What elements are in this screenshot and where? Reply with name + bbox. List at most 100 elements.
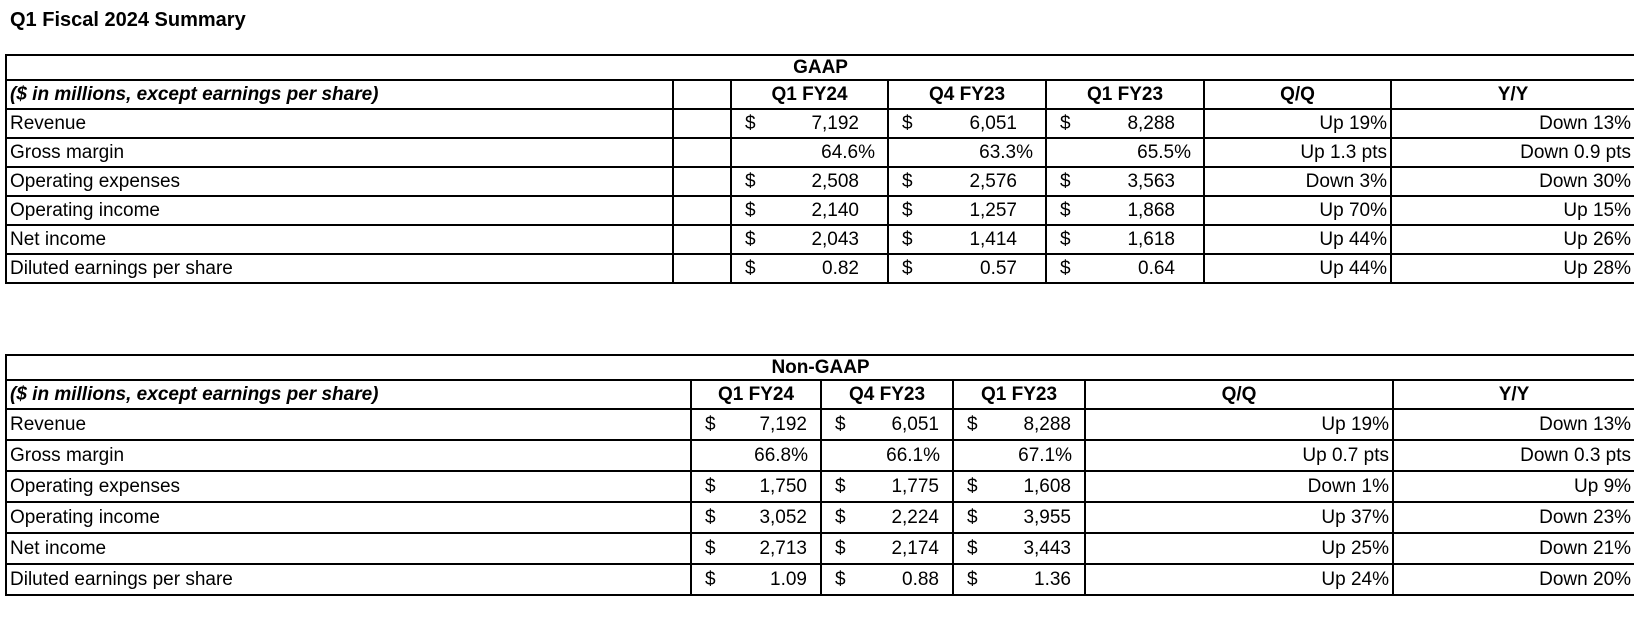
money-cell: $6,051 xyxy=(820,408,954,441)
cell-value: 0.82 xyxy=(822,257,859,279)
money-cell: $1,868 xyxy=(1045,195,1205,226)
money-cell: $1,750 xyxy=(690,470,822,503)
qq-change-cell: Up 19% xyxy=(1084,408,1394,441)
table-title: GAAP xyxy=(4,54,1634,81)
dollar-sign: $ xyxy=(835,537,846,559)
money-cell: $6,051 xyxy=(887,108,1047,139)
dollar-sign: $ xyxy=(902,257,913,279)
row-label: Net income xyxy=(5,532,692,565)
money-cell: $3,563 xyxy=(1045,166,1205,197)
cell-value: 0.88 xyxy=(902,568,939,590)
col-header-yy: Y/Y xyxy=(1389,79,1634,110)
cell-value: 3,563 xyxy=(1127,170,1175,192)
cell-value: 7,192 xyxy=(759,413,807,435)
dollar-sign: $ xyxy=(835,568,846,590)
money-cell: $7,192 xyxy=(730,108,889,139)
dollar-sign: $ xyxy=(835,475,846,497)
dollar-sign: $ xyxy=(1060,112,1071,134)
dollar-sign: $ xyxy=(902,170,913,192)
yy-change-cell: Down 0.9 pts xyxy=(1389,137,1634,168)
money-cell: $2,140 xyxy=(730,195,889,226)
yy-change-cell: Down 13% xyxy=(1389,108,1634,139)
cell-value: 2,508 xyxy=(811,170,859,192)
non-gaap-table: Non-GAAP ($ in millions, except earnings… xyxy=(4,354,1634,596)
cell-value: 3,443 xyxy=(1023,537,1071,559)
yy-change-cell: Up 15% xyxy=(1389,195,1634,226)
col-header-q1fy23: Q1 FY23 xyxy=(952,379,1086,410)
row-label: Operating expenses xyxy=(5,470,692,503)
table-row-gross-margin: Gross margin 66.8% 66.1% 67.1% Up 0.7 pt… xyxy=(5,439,1634,472)
money-cell: $0.57 xyxy=(887,253,1047,284)
dollar-sign: $ xyxy=(967,413,978,435)
table-row-diluted-eps: Diluted earnings per share $1.09 $0.88 $… xyxy=(5,563,1634,596)
percent-cell: 65.5% xyxy=(1045,137,1205,168)
dollar-sign: $ xyxy=(745,112,756,134)
cell-value: 1,750 xyxy=(759,475,807,497)
qq-change-cell: Up 1.3 pts xyxy=(1203,137,1392,168)
cell-value: 0.57 xyxy=(980,257,1017,279)
spacer-cell xyxy=(672,137,732,168)
percent-cell: 66.1% xyxy=(820,439,954,472)
cell-value: 1,257 xyxy=(969,199,1017,221)
col-header-q1fy23: Q1 FY23 xyxy=(1045,79,1205,110)
cell-value: 2,224 xyxy=(891,506,939,528)
percent-cell: 64.6% xyxy=(730,137,889,168)
qq-change-cell: Up 44% xyxy=(1203,253,1392,284)
cell-value: 1,775 xyxy=(891,475,939,497)
qq-change-cell: Up 19% xyxy=(1203,108,1392,139)
col-header-q1fy24: Q1 FY24 xyxy=(690,379,822,410)
table-header-row: ($ in millions, except earnings per shar… xyxy=(5,379,1634,410)
yy-change-cell: Down 30% xyxy=(1389,166,1634,197)
dollar-sign: $ xyxy=(902,199,913,221)
dollar-sign: $ xyxy=(967,475,978,497)
row-label: Operating income xyxy=(5,195,674,226)
money-cell: $1,257 xyxy=(887,195,1047,226)
money-cell: $1,414 xyxy=(887,224,1047,255)
dollar-sign: $ xyxy=(1060,199,1071,221)
money-cell: $1,775 xyxy=(820,470,954,503)
dollar-sign: $ xyxy=(705,506,716,528)
yy-change-cell: Down 0.3 pts xyxy=(1391,439,1634,472)
spacer-cell xyxy=(672,166,732,197)
cell-value: 1,618 xyxy=(1127,228,1175,250)
row-label: Operating expenses xyxy=(5,166,674,197)
cell-value: 8,288 xyxy=(1023,413,1071,435)
dollar-sign: $ xyxy=(705,537,716,559)
spacer-cell xyxy=(672,253,732,284)
money-cell: $3,443 xyxy=(952,532,1086,565)
cell-value: 3,052 xyxy=(759,506,807,528)
dollar-sign: $ xyxy=(1060,170,1071,192)
qq-change-cell: Up 25% xyxy=(1084,532,1394,565)
row-label: Net income xyxy=(5,224,674,255)
money-cell: $2,174 xyxy=(820,532,954,565)
cell-value: 1.09 xyxy=(770,568,807,590)
percent-cell: 67.1% xyxy=(952,439,1086,472)
cell-value: 1,414 xyxy=(969,228,1017,250)
row-label: Diluted earnings per share xyxy=(5,563,692,596)
money-cell: $0.82 xyxy=(730,253,889,284)
money-cell: $2,576 xyxy=(887,166,1047,197)
money-cell: $0.88 xyxy=(820,563,954,596)
table-row-operating-expenses: Operating expenses $2,508 $2,576 $3,563 … xyxy=(5,166,1634,197)
cell-value: 3,955 xyxy=(1023,506,1071,528)
qq-change-cell: Down 3% xyxy=(1203,166,1392,197)
yy-change-cell: Down 21% xyxy=(1391,532,1634,565)
table-row-gross-margin: Gross margin 64.6% 63.3% 65.5% Up 1.3 pt… xyxy=(5,137,1634,168)
money-cell: $1,608 xyxy=(952,470,1086,503)
col-header-q4fy23: Q4 FY23 xyxy=(820,379,954,410)
dollar-sign: $ xyxy=(967,537,978,559)
cell-value: 1.36 xyxy=(1034,568,1071,590)
table-caption-row: GAAP xyxy=(4,54,1634,81)
gaap-table: GAAP ($ in millions, except earnings per… xyxy=(4,54,1634,284)
cell-value: 7,192 xyxy=(811,112,859,134)
dollar-sign: $ xyxy=(835,506,846,528)
qq-change-cell: Up 70% xyxy=(1203,195,1392,226)
dollar-sign: $ xyxy=(745,228,756,250)
dollar-sign: $ xyxy=(967,506,978,528)
yy-change-cell: Up 9% xyxy=(1391,470,1634,503)
money-cell: $8,288 xyxy=(952,408,1086,441)
cell-value: 6,051 xyxy=(969,112,1017,134)
money-cell: $8,288 xyxy=(1045,108,1205,139)
money-cell: $0.64 xyxy=(1045,253,1205,284)
cell-value: 6,051 xyxy=(891,413,939,435)
